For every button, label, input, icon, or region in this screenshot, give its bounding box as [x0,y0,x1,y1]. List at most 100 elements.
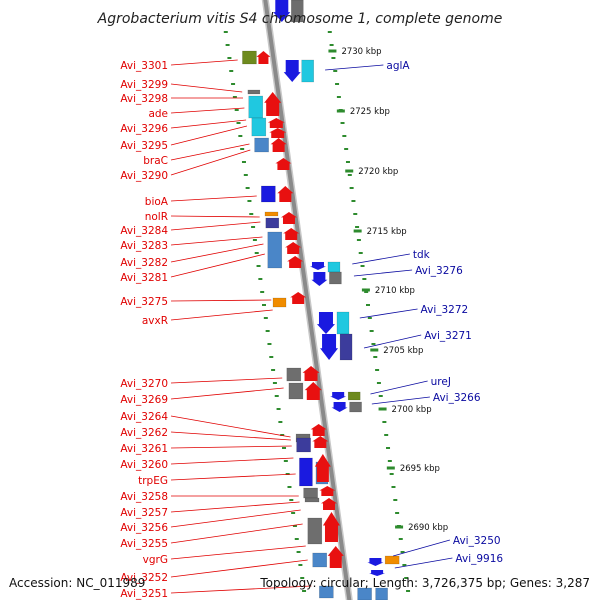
leader-line-left [170,585,312,594]
leader-line-left [170,445,292,449]
gene-label-left: Avi_3281 [120,272,168,284]
leader-line-left [170,523,303,544]
gene-box [307,517,323,545]
gene-box [357,587,372,600]
gene-arrow-up [319,486,336,496]
gene-arrow-up [256,51,271,64]
gene-box [339,333,353,361]
genome-summary-text: Topology: circular; Length: 3,726,375 bp… [259,576,590,590]
gene-label-right: Avi_9916 [455,553,503,565]
leader-line-left [170,221,261,231]
gene-label-left: Avi_3262 [120,427,168,439]
leader-line-right [359,308,418,319]
gene-label-left: Avi_3264 [120,411,168,423]
leader-line-left [170,309,273,321]
leader-line-right [352,253,410,265]
gene-arrow-up [310,424,327,436]
scale-label: 2705 kbp [383,346,423,356]
gene-label-left: Avi_3299 [120,79,168,91]
gene-label-left: Avi_3301 [120,60,168,72]
scale-label: 2715 kbp [367,227,407,237]
scale-label: 2730 kbp [341,47,381,57]
scale-label: 2710 kbp [375,286,415,296]
gene-label-left: ade [148,108,168,120]
gene-label-right: Avi_3250 [453,535,501,547]
leader-line-left [170,83,243,93]
gene-box [301,59,314,83]
gene-box [304,497,320,503]
leader-line-left [170,387,284,400]
leader-line-left [170,215,260,218]
gene-label-right: ureJ [431,376,451,388]
gene-label-left: vgrG [143,554,168,566]
gene-arrow-up [277,186,294,202]
gene-box [247,89,261,95]
gene-box [312,552,327,568]
leader-line-left [170,253,265,278]
leader-line-left [170,299,272,302]
gene-arrow-up [283,228,300,240]
gene-box [299,457,313,487]
gene-label-left: Avi_3255 [120,538,168,550]
gene-label-right: Avi_3266 [433,392,481,404]
gene-arrow-up [314,454,331,482]
leader-line-right [393,539,451,557]
gene-label-left: Avi_3269 [120,394,168,406]
gene-label-left: Avi_3257 [120,507,168,519]
gene-box [261,185,276,203]
gene-box [349,401,362,413]
scale-label: 2700 kbp [392,405,432,415]
leader-line-right [325,64,384,71]
leader-line-left [170,415,291,438]
leader-line-left [170,509,301,528]
gene-arrow-up [312,436,329,448]
gene-label-left: Avi_3256 [120,522,168,534]
scale-label: 2690 kbp [408,523,448,533]
gene-label-left: avxR [142,315,168,327]
gene-label-left: Avi_3283 [120,240,168,252]
gene-label-left: Avi_3282 [120,257,168,269]
label-leader-lines [170,59,453,594]
leader-line-right [370,380,428,395]
leader-line-left [170,457,294,465]
gene-box [296,437,311,453]
gene-label-left: Avi_3296 [120,123,168,135]
leader-line-left [170,243,264,263]
leader-line-left [170,545,306,560]
gene-arrow-up [287,256,304,268]
gene-label-left: bioA [145,196,169,208]
gene-label-left: Avi_3290 [120,170,168,182]
gene-label-left: Avi_3298 [120,93,168,105]
gene-label-right: tdk [413,249,431,261]
gene-arrow-down [330,392,347,400]
leader-line-left [170,195,257,202]
gene-arrow-up [290,292,307,304]
gene-label-left: Avi_3252 [120,572,168,584]
gene-label-left: Avi_3260 [120,459,168,471]
gene-box [329,271,342,285]
gene-label-right: Avi_3276 [415,265,463,277]
leader-line-left [170,377,283,384]
scale-label: 2725 kbp [350,107,390,117]
gene-label-left: Avi_3251 [120,588,168,600]
gene-box [327,261,341,273]
gene-arrow-down [331,402,348,412]
gene-box [286,367,302,382]
leader-line-left [170,125,248,146]
leader-line-right [363,334,422,349]
gene-arrow-up [275,158,292,170]
gene-label-left: Avi_3284 [120,225,168,237]
gene-label-left: Avi_3275 [120,296,168,308]
gene-arrow-down [367,558,384,566]
gene-box [288,382,304,400]
map-title: Agrobacterium vitis S4 chromosome 1, com… [97,11,503,27]
leader-line-left [170,501,300,513]
gene-arrow-up [270,138,287,152]
gene-features [242,0,400,600]
gene-arrow-up [327,546,344,568]
leader-line-left [170,473,296,481]
leader-line-right [394,557,453,569]
leader-line-left [170,149,251,176]
